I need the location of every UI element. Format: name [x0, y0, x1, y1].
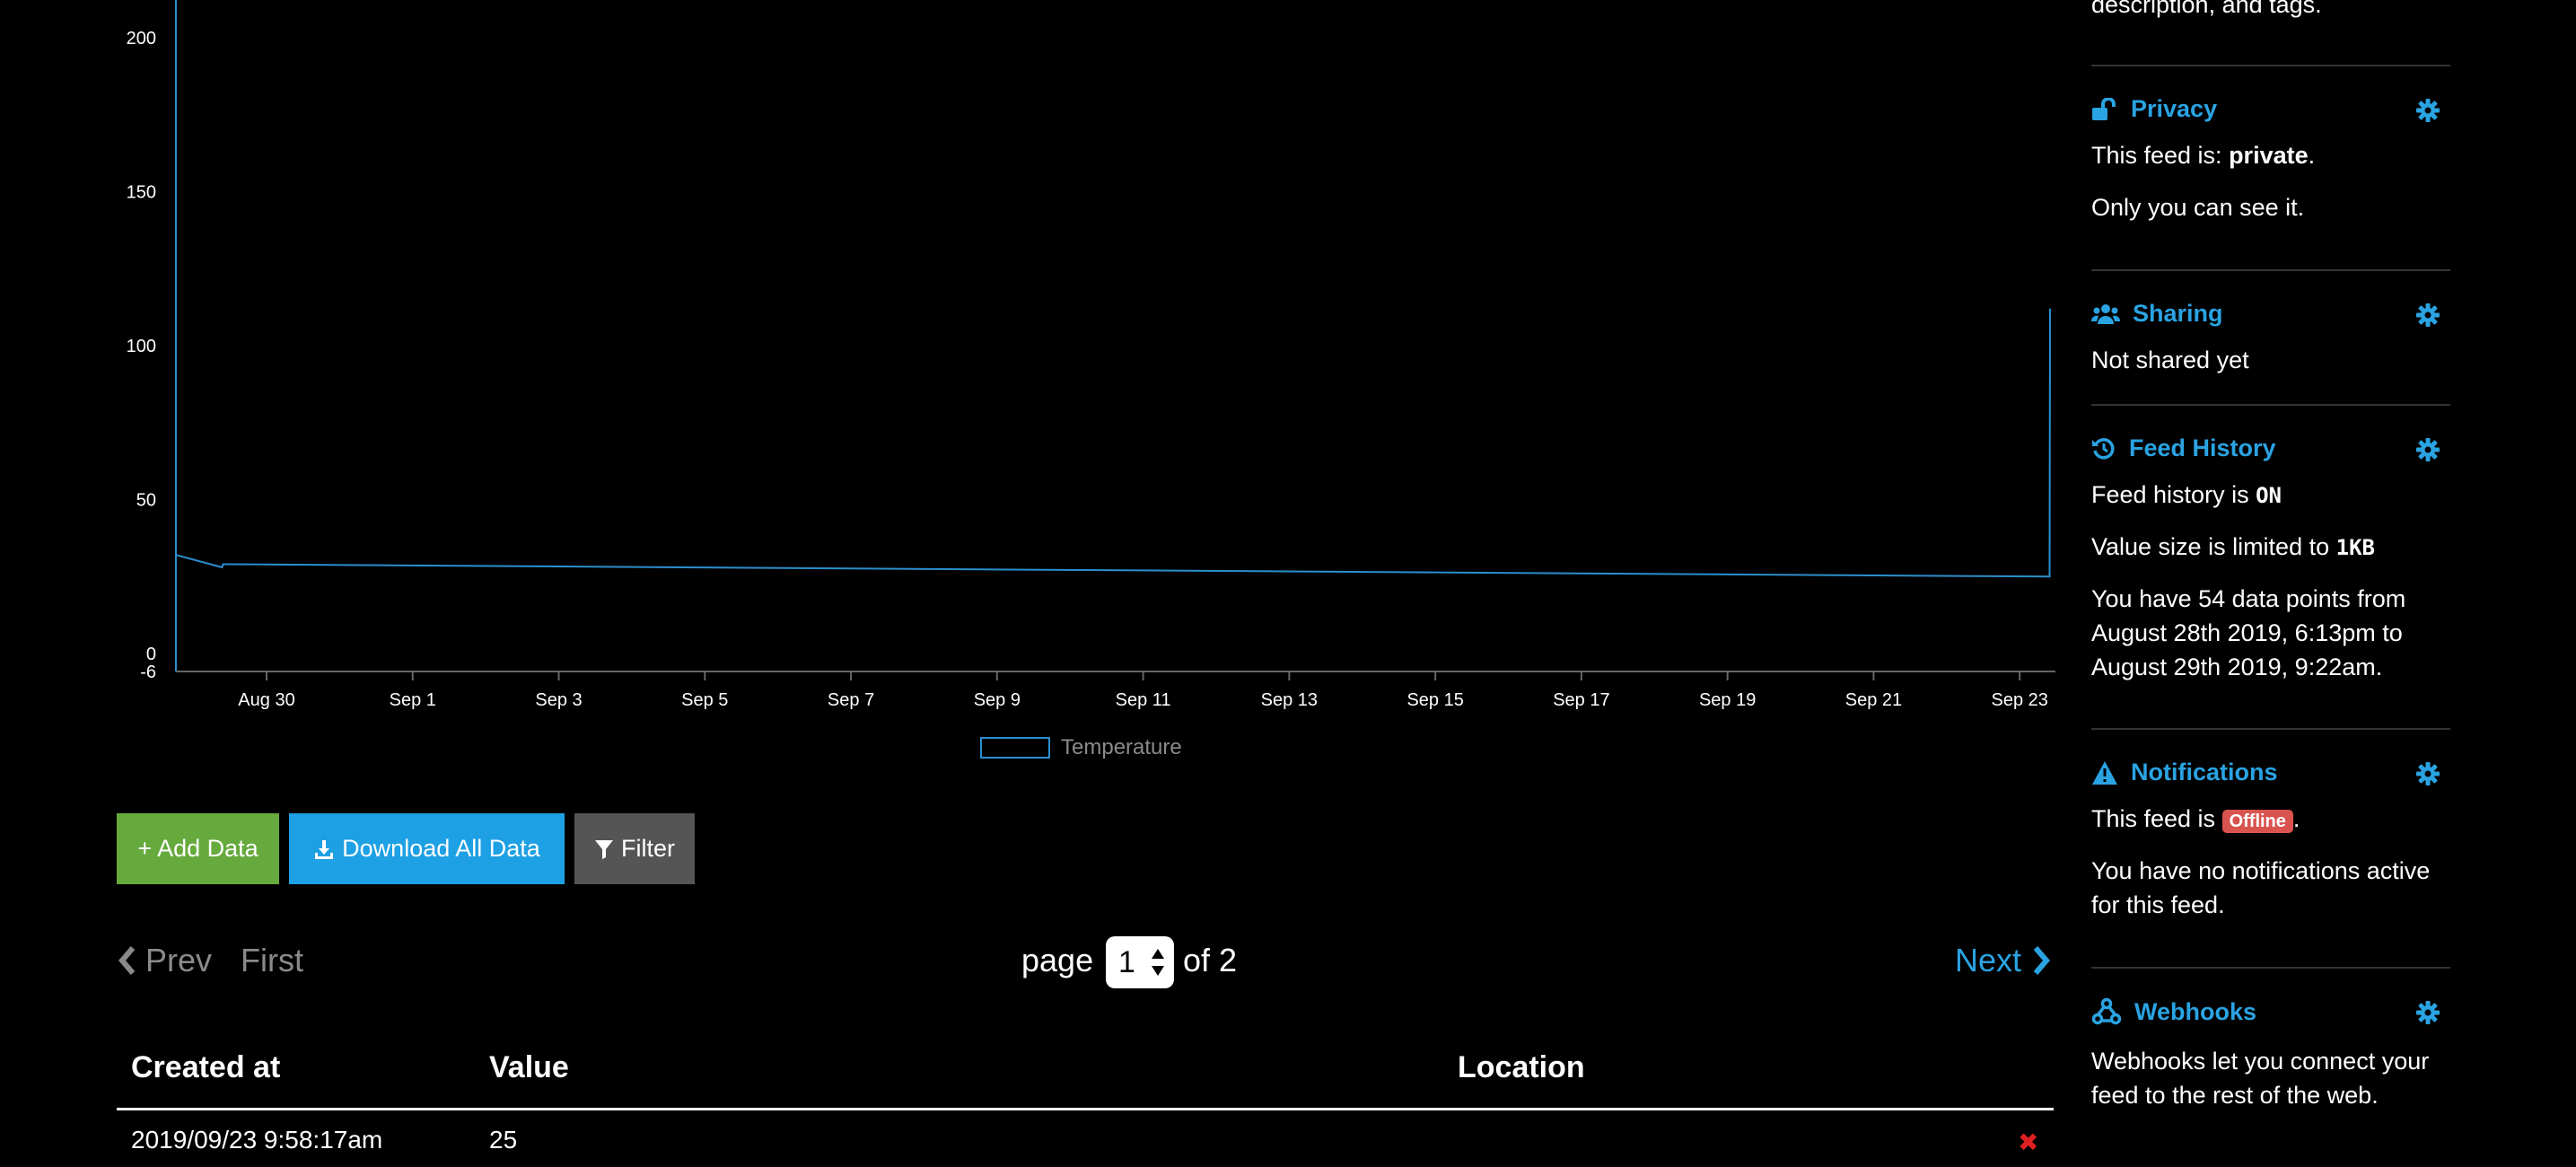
unlock-icon — [2092, 97, 2116, 120]
x-tick-label: Sep 1 — [390, 690, 436, 710]
feed-history-section-link[interactable]: Feed History — [2091, 434, 2276, 462]
y-tick-label: 100 — [127, 337, 156, 356]
sidebar-divider — [2091, 967, 2450, 969]
webhooks-detail-text: Webhooks let you connect your feed to th… — [2091, 1048, 2430, 1109]
first-page-link[interactable]: First — [241, 934, 303, 987]
add-data-button[interactable]: + Add Data — [117, 813, 279, 884]
column-header-location[interactable]: Location — [1458, 1050, 1585, 1084]
webhooks-section-link[interactable]: Webhooks — [2091, 997, 2256, 1026]
feed-chart: 200 150 100 50 0-6 Aug 30 Sep 1 Sep 3 Sep 5 Sep … — [127, 0, 2055, 710]
download-icon — [315, 839, 334, 859]
privacy-status-text: This feed is: private. — [2091, 138, 2459, 172]
legend-swatch-temperature — [980, 737, 1050, 759]
y-tick-label: 200 — [127, 29, 156, 48]
history-icon — [2092, 437, 2115, 460]
column-header-created-at[interactable]: Created at — [131, 1050, 281, 1084]
sidebar-divider — [2091, 269, 2450, 271]
x-tick-label: Sep 5 — [681, 690, 728, 710]
add-data-label: + Add Data — [137, 835, 258, 862]
feed-history-gear-icon[interactable] — [2416, 438, 2440, 461]
feed-history-title: Feed History — [2129, 434, 2276, 461]
notifications-status-prefix: This feed is — [2091, 805, 2222, 832]
page-number-select[interactable]: 1 — [1106, 936, 1174, 988]
sidebar-divider — [2091, 728, 2450, 730]
data-points-summary-text: You have 54 data points from August 28th… — [2091, 585, 2406, 680]
x-tick-label: Aug 30 — [238, 690, 294, 710]
cell-created-at: 2019/09/23 9:58:17am — [131, 1126, 383, 1154]
column-header-value[interactable]: Value — [489, 1050, 569, 1084]
y-tick-label: 150 — [127, 183, 156, 203]
series-line-temperature[interactable] — [175, 308, 2051, 578]
select-arrows-icon — [1152, 949, 1164, 976]
privacy-detail-text: Only you can see it. — [2091, 194, 2305, 221]
page-total-label: of 2 — [1183, 942, 1238, 978]
notifications-status-suffix: . — [2292, 805, 2300, 832]
sidebar-divider — [2091, 65, 2450, 66]
filter-icon — [595, 839, 613, 859]
x-tick-label: Sep 19 — [1699, 690, 1756, 710]
x-tick-label: Sep 23 — [1992, 690, 2048, 710]
privacy-status-suffix: . — [2308, 142, 2316, 169]
privacy-status-prefix: This feed is: — [2091, 142, 2230, 169]
filter-button[interactable]: Filter — [574, 813, 695, 884]
notifications-title: Notifications — [2131, 759, 2278, 785]
x-tick-label: Sep 7 — [828, 690, 874, 710]
x-tick-label: Sep 17 — [1553, 690, 1609, 710]
users-icon — [2091, 303, 2120, 324]
notifications-status-text: This feed is Offline. — [2091, 802, 2459, 838]
warning-icon — [2092, 760, 2117, 785]
sidebar-divider — [2091, 404, 2450, 406]
feed-history-status-text: Feed history is ON — [2091, 478, 2459, 513]
x-tick-label: Sep 13 — [1261, 690, 1318, 710]
chevron-right-icon — [2033, 946, 2050, 975]
cell-value: 25 — [489, 1126, 518, 1154]
webhooks-gear-icon[interactable] — [2416, 1001, 2440, 1024]
x-tick-label: Sep 15 — [1406, 690, 1463, 710]
first-label: First — [241, 942, 303, 978]
value-size-limit-prefix: Value size is limited to — [2091, 533, 2336, 560]
notifications-gear-icon[interactable] — [2416, 762, 2440, 785]
x-tick-label: Sep 3 — [535, 690, 582, 710]
webhooks-title: Webhooks — [2134, 997, 2257, 1025]
x-tick-label: Sep 11 — [1116, 690, 1171, 710]
privacy-section-link[interactable]: Privacy — [2091, 95, 2217, 123]
value-size-limit-text: Value size is limited to 1KB — [2091, 530, 2459, 565]
table-header-divider — [117, 1108, 2054, 1110]
privacy-title: Privacy — [2131, 95, 2218, 122]
notifications-section-link[interactable]: Notifications — [2091, 759, 2278, 786]
page-number-value: 1 — [1118, 944, 1135, 979]
next-page-link[interactable]: Next — [1955, 934, 2052, 987]
webhook-icon — [2091, 997, 2122, 1025]
legend-label-temperature: Temperature — [1061, 735, 1182, 759]
feed-history-status-prefix: Feed history is — [2091, 481, 2256, 508]
page-label: page — [1021, 942, 1094, 978]
value-size-limit-value: 1KB — [2335, 535, 2375, 560]
notifications-detail-text: You have no notifications active for thi… — [2091, 857, 2431, 918]
chevron-left-icon — [118, 946, 136, 975]
y-tick-label: 50 — [136, 491, 156, 511]
prev-label: Prev — [145, 942, 213, 978]
feed-history-status-value: ON — [2256, 483, 2282, 508]
sharing-title: Sharing — [2133, 300, 2223, 327]
offline-status-badge: Offline — [2221, 810, 2293, 833]
y-tick-label: 0 — [146, 645, 156, 664]
privacy-gear-icon[interactable] — [2416, 99, 2440, 122]
sharing-section-link[interactable]: Sharing — [2091, 300, 2223, 328]
chart-legend[interactable]: Temperature — [980, 734, 1182, 761]
prev-page-link[interactable]: Prev — [117, 934, 212, 987]
sharing-status-text: Not shared yet — [2091, 347, 2249, 373]
delete-row-icon[interactable]: ✖ — [2018, 1128, 2039, 1156]
details-description-text: description, and tags. — [2091, 0, 2322, 18]
download-all-data-button[interactable]: Download All Data — [289, 813, 565, 884]
privacy-status-value: private — [2229, 142, 2309, 169]
x-tick-label: Sep 21 — [1845, 690, 1902, 710]
filter-label: Filter — [621, 835, 675, 862]
x-tick-label: Sep 9 — [974, 690, 1021, 710]
download-all-data-label: Download All Data — [342, 835, 540, 862]
sharing-gear-icon[interactable] — [2416, 303, 2440, 327]
next-label: Next — [1955, 942, 2022, 978]
y-tick-label: -6 — [140, 662, 156, 682]
